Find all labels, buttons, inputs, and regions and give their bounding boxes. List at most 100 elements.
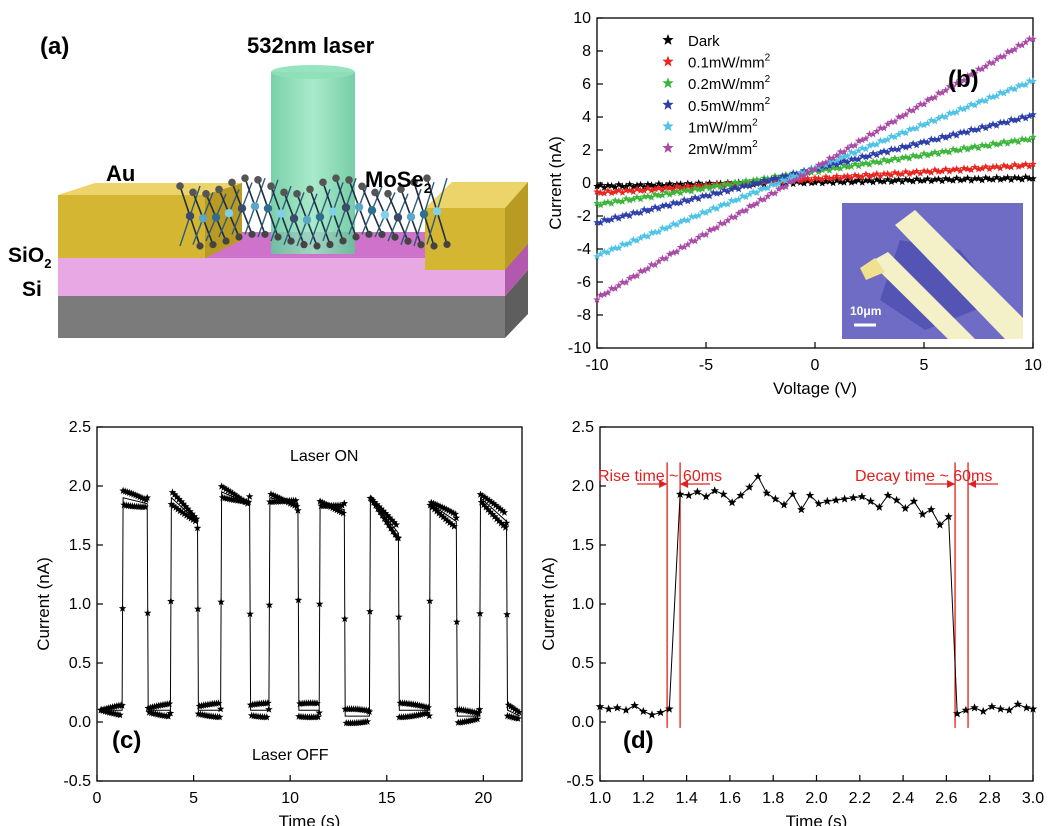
data-point: [669, 219, 678, 227]
data-point: [909, 177, 917, 185]
data-point: [944, 512, 953, 521]
x-axis-label: Time (s): [786, 812, 848, 826]
data-point: [636, 233, 645, 242]
data-point: [989, 93, 997, 101]
data-point: [857, 492, 867, 501]
data-point: [633, 236, 641, 244]
data-point: [389, 527, 397, 535]
data-point: [985, 164, 994, 173]
data-point: [694, 181, 703, 189]
data-point: [967, 176, 975, 184]
data-point: [705, 226, 714, 234]
selenium-atom: [345, 176, 353, 184]
data-point: [887, 177, 896, 185]
data-point: [978, 65, 986, 73]
data-point: [441, 515, 450, 523]
data-point: [934, 114, 943, 122]
data-point: [273, 493, 282, 501]
data-point: [224, 486, 232, 494]
y-tick-label: 2.5: [69, 419, 91, 436]
data-point: [767, 189, 776, 197]
data-point: [618, 188, 627, 196]
data-point: [710, 486, 719, 495]
data-point: [611, 183, 619, 191]
data-point: [658, 181, 667, 189]
y-tick-label: 2.0: [572, 478, 594, 495]
data-point: [894, 175, 903, 183]
data-point: [971, 174, 979, 182]
molybdenum-atom: [432, 207, 442, 216]
data-point: [865, 160, 874, 168]
data-point: [1000, 52, 1008, 60]
data-point: [869, 140, 877, 148]
data-point: [1007, 47, 1015, 55]
data-point: [394, 534, 403, 542]
data-point: [665, 184, 674, 192]
data-point: [996, 704, 1005, 713]
data-point: [945, 109, 954, 117]
data-point: [978, 141, 986, 149]
y-tick-label: 0.0: [572, 714, 594, 731]
data-point: [935, 520, 945, 529]
data-point: [146, 703, 155, 711]
data-point: [143, 493, 151, 501]
data-point: [596, 218, 605, 226]
data-point: [593, 295, 601, 303]
data-point: [883, 175, 892, 183]
data-point: [847, 141, 856, 149]
y-tick-label: 4: [582, 109, 591, 126]
laser-on-label: Laser ON: [290, 448, 358, 465]
data-point: [847, 148, 856, 156]
x-tick-label: 1.6: [719, 790, 741, 807]
data-point: [942, 86, 950, 94]
data-point: [745, 182, 754, 190]
data-point: [673, 199, 681, 207]
data-point: [992, 173, 1001, 181]
data-point: [760, 180, 768, 188]
molybdenum-atom: [328, 207, 338, 216]
data-point: [676, 189, 685, 197]
data-point: [876, 158, 885, 166]
data-point: [639, 706, 648, 715]
data-point: [684, 181, 692, 190]
data-point: [858, 172, 866, 180]
data-point: [475, 705, 484, 713]
data-point: [974, 125, 983, 133]
data-point: [365, 707, 374, 715]
data-point: [912, 167, 921, 175]
data-point: [989, 139, 997, 147]
data-point: [425, 711, 434, 720]
data-point: [658, 224, 667, 232]
data-point: [731, 183, 739, 191]
au-right-front: [425, 208, 505, 270]
data-point: [989, 175, 997, 183]
data-point: [709, 225, 718, 233]
y-tick-label: -0.5: [566, 773, 594, 790]
data-point: [992, 55, 1001, 63]
molybdenum-atom: [276, 209, 286, 218]
data-point: [658, 254, 667, 262]
data-point: [836, 164, 845, 172]
data-point: [982, 96, 990, 105]
data-point: [658, 186, 667, 194]
data-point: [753, 199, 761, 207]
data-point: [934, 175, 943, 183]
data-point: [669, 185, 678, 193]
data-point: [912, 175, 921, 183]
data-point: [865, 130, 874, 138]
data-point: [104, 704, 113, 712]
data-point: [694, 185, 703, 193]
data-point: [431, 500, 440, 508]
au-left-front: [58, 195, 205, 258]
y-tick-label: -8: [577, 307, 591, 324]
electrode-upper: [895, 210, 1023, 339]
data-point: [833, 156, 841, 164]
data-point: [1018, 112, 1026, 120]
selenium-atom: [332, 174, 340, 182]
selenium-atom: [352, 233, 360, 241]
data-point: [491, 501, 500, 509]
legend-marker: [662, 142, 674, 153]
data-point: [985, 142, 994, 150]
data-point: [918, 509, 927, 518]
data-point: [615, 281, 623, 289]
